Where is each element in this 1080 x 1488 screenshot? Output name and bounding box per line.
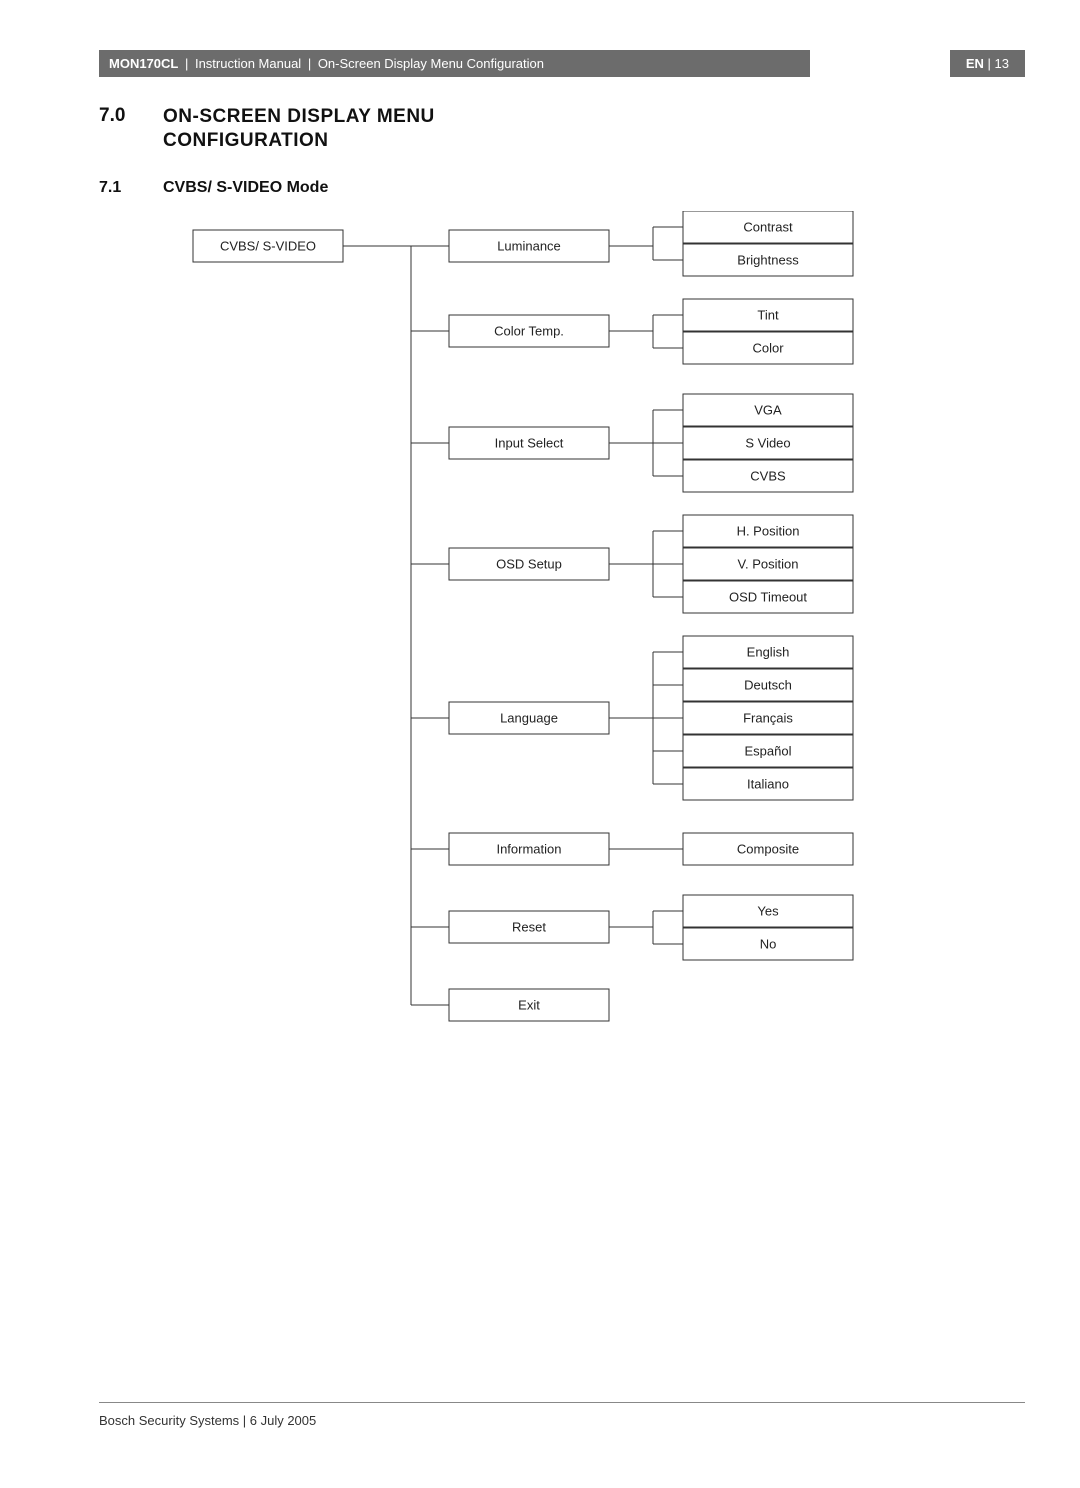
svg-text:Color Temp.: Color Temp. (494, 323, 564, 338)
svg-text:OSD Setup: OSD Setup (496, 556, 562, 571)
header-left: MON170CL | Instruction Manual | On-Scree… (99, 50, 810, 77)
svg-text:Composite: Composite (737, 841, 799, 856)
svg-text:Español: Español (745, 743, 792, 758)
section-heading: 7.0 ON-SCREEN DISPLAY MENU CONFIGURATION (99, 105, 1025, 153)
svg-text:Contrast: Contrast (743, 219, 793, 234)
svg-text:V. Position: V. Position (738, 556, 799, 571)
subsection-title: CVBS/ S-VIDEO Mode (163, 179, 328, 197)
svg-text:OSD Timeout: OSD Timeout (729, 589, 807, 604)
header-section: On-Screen Display Menu Configuration (318, 56, 544, 71)
svg-text:Yes: Yes (757, 903, 779, 918)
subsection-number: 7.1 (99, 179, 163, 197)
svg-text:Input Select: Input Select (495, 435, 564, 450)
svg-text:S Video: S Video (745, 435, 790, 450)
menu-tree-diagram: CVBS/ S-VIDEO Luminance Contrast Brightness… (163, 211, 1025, 1041)
header-product: MON170CL (109, 56, 178, 71)
header-page: 13 (995, 56, 1009, 71)
svg-text:Reset: Reset (512, 919, 546, 934)
page-footer: Bosch Security Systems | 6 July 2005 (99, 1402, 1025, 1428)
svg-text:CVBS: CVBS (750, 468, 786, 483)
svg-text:Italiano: Italiano (747, 776, 789, 791)
svg-text:Tint: Tint (757, 307, 779, 322)
svg-text:Luminance: Luminance (497, 238, 561, 253)
page-header: MON170CL | Instruction Manual | On-Scree… (99, 50, 1025, 77)
header-lang: EN (966, 56, 984, 71)
svg-text:CVBS/ S-VIDEO: CVBS/ S-VIDEO (220, 238, 316, 253)
svg-text:Color: Color (752, 340, 784, 355)
header-right: EN | 13 (950, 50, 1025, 77)
svg-text:Deutsch: Deutsch (744, 677, 792, 692)
svg-text:Language: Language (500, 710, 558, 725)
svg-text:H. Position: H. Position (737, 523, 800, 538)
svg-text:Français: Français (743, 710, 793, 725)
svg-text:Exit: Exit (518, 997, 540, 1012)
svg-text:Brightness: Brightness (737, 252, 799, 267)
section-title: ON-SCREEN DISPLAY MENU CONFIGURATION (163, 105, 435, 153)
footer-rule (99, 1402, 1025, 1403)
footer-text: Bosch Security Systems | 6 July 2005 (99, 1413, 1025, 1428)
svg-text:English: English (747, 644, 790, 659)
svg-text:VGA: VGA (754, 402, 782, 417)
header-doc: Instruction Manual (195, 56, 301, 71)
section-number: 7.0 (99, 105, 163, 153)
svg-text:Information: Information (496, 841, 561, 856)
svg-text:No: No (760, 936, 777, 951)
subsection-heading: 7.1 CVBS/ S-VIDEO Mode (99, 179, 1025, 197)
